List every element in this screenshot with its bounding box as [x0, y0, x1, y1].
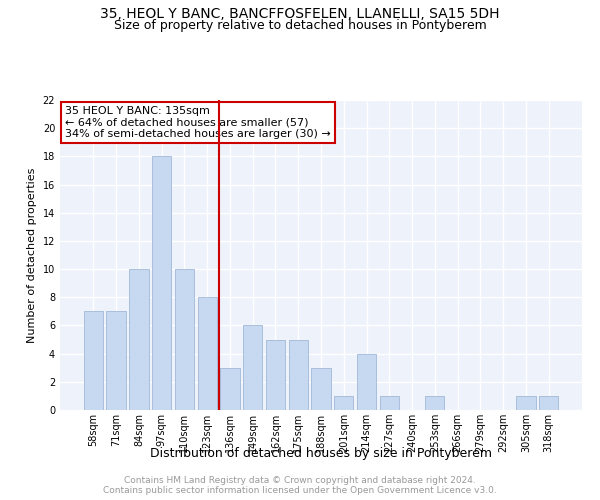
Bar	[175, 269, 194, 410]
Bar	[84, 312, 103, 410]
Bar	[357, 354, 376, 410]
Text: 35, HEOL Y BANC, BANCFFOSFELEN, LLANELLI, SA15 5DH: 35, HEOL Y BANC, BANCFFOSFELEN, LLANELLI…	[100, 8, 500, 22]
Bar	[539, 396, 558, 410]
Text: 35 HEOL Y BANC: 135sqm
← 64% of detached houses are smaller (57)
34% of semi-det: 35 HEOL Y BANC: 135sqm ← 64% of detached…	[65, 106, 331, 140]
Bar	[243, 326, 262, 410]
Bar	[152, 156, 172, 410]
Text: Contains public sector information licensed under the Open Government Licence v3: Contains public sector information licen…	[103, 486, 497, 495]
Text: Size of property relative to detached houses in Pontyberem: Size of property relative to detached ho…	[113, 18, 487, 32]
Bar	[380, 396, 399, 410]
Bar	[311, 368, 331, 410]
Bar	[197, 298, 217, 410]
Text: Contains HM Land Registry data © Crown copyright and database right 2024.: Contains HM Land Registry data © Crown c…	[124, 476, 476, 485]
Bar	[334, 396, 353, 410]
Bar	[266, 340, 285, 410]
Bar	[289, 340, 308, 410]
Bar	[220, 368, 239, 410]
Bar	[106, 312, 126, 410]
Bar	[129, 269, 149, 410]
Bar	[425, 396, 445, 410]
Text: Distribution of detached houses by size in Pontyberem: Distribution of detached houses by size …	[150, 448, 492, 460]
Bar	[516, 396, 536, 410]
Y-axis label: Number of detached properties: Number of detached properties	[27, 168, 37, 342]
